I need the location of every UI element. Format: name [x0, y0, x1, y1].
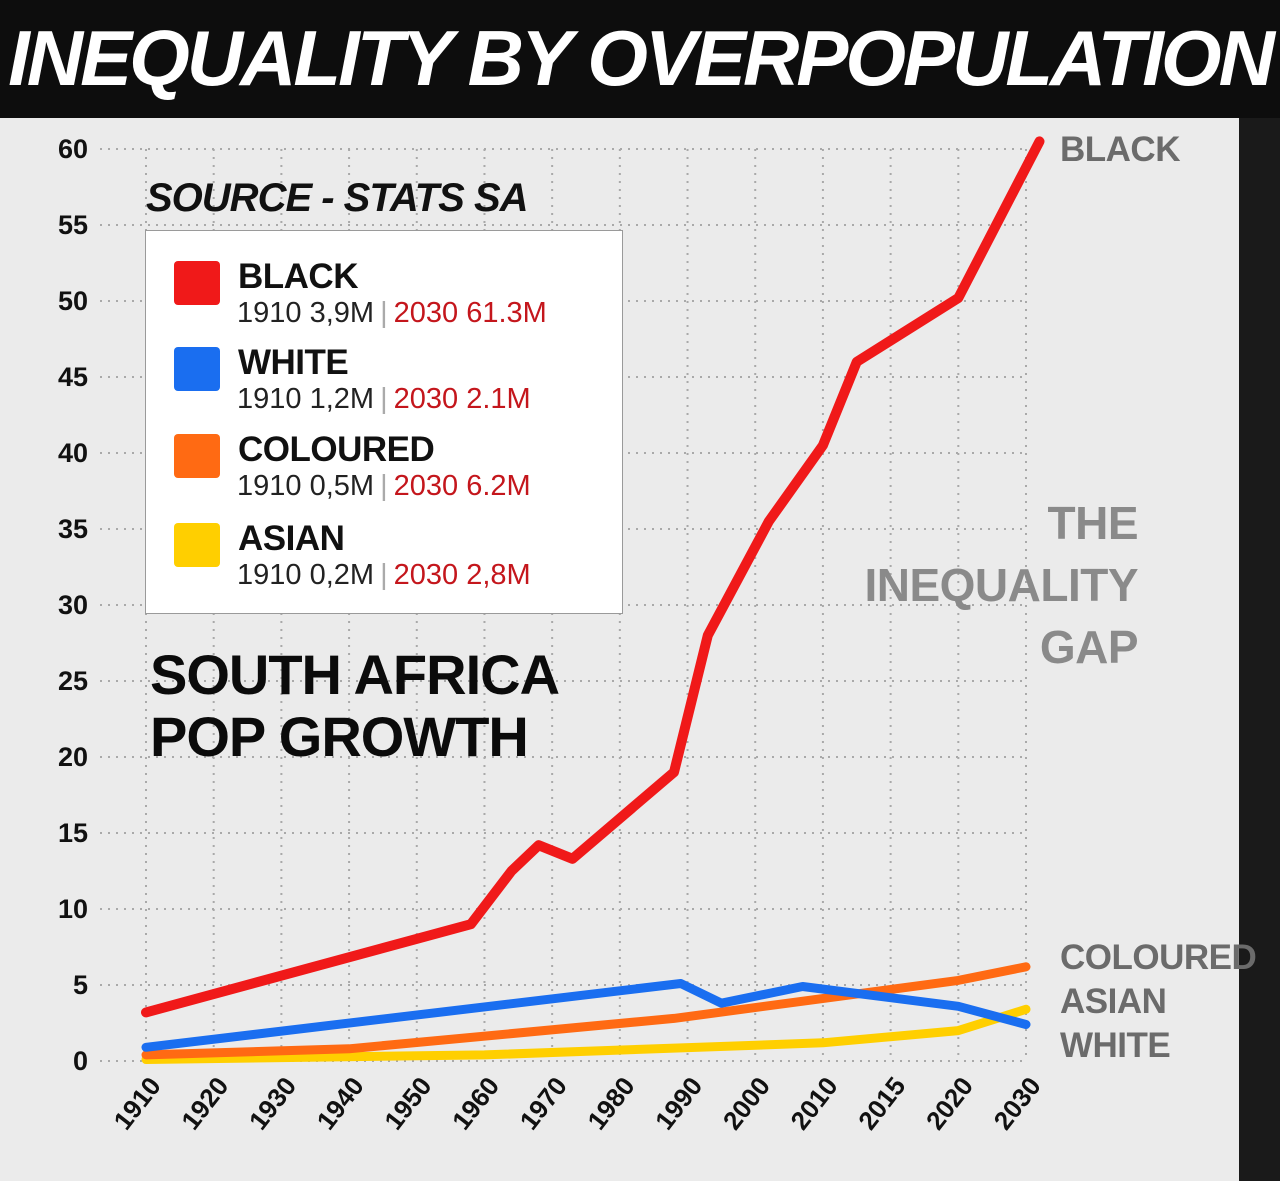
- legend-year-end: 2030: [393, 559, 459, 591]
- series-line-white: [141, 979, 1031, 1052]
- legend-value-start: 0,2M: [309, 559, 375, 591]
- y-tick-label: 0: [73, 1046, 88, 1076]
- legend-stats: 1910 0,5M | 2030 6.2M: [237, 470, 531, 502]
- gap-line-1: THE: [1047, 497, 1139, 549]
- inequality-gap-label: THE INEQUALITY GAP: [858, 492, 1138, 678]
- x-tick-label: 2010: [784, 1071, 843, 1135]
- headline-line-1: SOUTH AFRICA: [150, 643, 560, 706]
- legend-year-start: 1910: [237, 470, 302, 502]
- end-label-coloured: COLOURED: [1060, 938, 1257, 977]
- y-tick-label: 25: [58, 666, 88, 696]
- source-label: SOURCE - STATS SA: [146, 176, 529, 220]
- x-tick-label: 2030: [987, 1071, 1046, 1135]
- y-tick-label: 10: [58, 894, 88, 924]
- x-tick-label: 1960: [446, 1071, 505, 1135]
- legend-stats: 1910 1,2M | 2030 2.1M: [237, 383, 531, 415]
- legend-year-end: 2030: [393, 470, 459, 502]
- x-tick-label: 1990: [649, 1071, 708, 1135]
- x-axis-ticks: 1910 1920 1930 1940 1950 1960 1970 1980 1990 2000…: [107, 1071, 1046, 1135]
- legend-value-end: 2,8M: [466, 559, 531, 591]
- legend-name: COLOURED: [238, 430, 435, 469]
- series-line-coloured: [141, 962, 1031, 1060]
- title-bar: INEQUALITY BY OVERPOPULATION: [0, 0, 1280, 118]
- end-label-black: BLACK: [1060, 130, 1180, 169]
- y-tick-label: 5: [73, 970, 88, 1000]
- legend: BLACK 1910 3,9M | 2030 61.3M WHITE 1910 1,…: [145, 230, 623, 614]
- legend-year-end: 2030: [393, 297, 459, 329]
- y-axis-ticks: 0 5 10 15 20 25 30 35 40 45 50 55 60: [58, 134, 88, 1076]
- headline-line-2: POP GROWTH: [150, 705, 529, 768]
- legend-value-end: 6.2M: [466, 470, 531, 502]
- legend-swatch-coloured: [174, 434, 220, 478]
- legend-year-start: 1910: [237, 383, 302, 415]
- y-tick-label: 20: [58, 742, 88, 772]
- legend-value-start: 1,2M: [309, 383, 375, 415]
- gap-line-2: INEQUALITY: [864, 559, 1138, 611]
- x-tick-label: 1910: [107, 1071, 166, 1135]
- series-lines: [141, 136, 1045, 1064]
- y-tick-label: 35: [58, 514, 88, 544]
- y-tick-label: 60: [58, 134, 88, 164]
- y-tick-label: 15: [58, 818, 88, 848]
- legend-stats: 1910 3,9M | 2030 61.3M: [237, 297, 547, 329]
- legend-value-start: 3,9M: [309, 297, 375, 329]
- page-title: INEQUALITY BY OVERPOPULATION: [8, 14, 1275, 102]
- end-label-asian: ASIAN: [1060, 982, 1167, 1021]
- x-tick-label: 2020: [920, 1071, 979, 1135]
- y-tick-label: 55: [58, 210, 88, 240]
- y-tick-label: 50: [58, 286, 88, 316]
- x-tick-label: 1970: [514, 1071, 573, 1135]
- x-tick-label: 1980: [581, 1071, 640, 1135]
- gap-line-3: GAP: [1039, 621, 1139, 673]
- end-label-white: WHITE: [1060, 1026, 1171, 1065]
- x-tick-label: 1930: [243, 1071, 302, 1135]
- legend-name: BLACK: [238, 257, 358, 296]
- legend-value-start: 0,5M: [309, 470, 375, 502]
- legend-swatch-black: [174, 261, 220, 305]
- legend-name: ASIAN: [238, 519, 345, 558]
- y-tick-label: 45: [58, 362, 88, 392]
- series-line-black: [141, 136, 1045, 1018]
- legend-year-start: 1910: [237, 559, 302, 591]
- legend-swatch-white: [174, 347, 220, 391]
- x-tick-label: 2015: [852, 1071, 911, 1135]
- legend-stats: 1910 0,2M | 2030 2,8M: [237, 559, 531, 591]
- x-tick-label: 1920: [175, 1071, 234, 1135]
- headline: SOUTH AFRICA POP GROWTH: [150, 643, 560, 768]
- y-tick-label: 40: [58, 438, 88, 468]
- y-tick-label: 30: [58, 590, 88, 620]
- legend-swatch-asian: [174, 523, 220, 567]
- legend-year-start: 1910: [237, 297, 302, 329]
- legend-value-end: 61.3M: [466, 297, 547, 329]
- series-line-asian: [141, 1004, 1031, 1064]
- x-tick-label: 1950: [378, 1071, 437, 1135]
- legend-year-end: 2030: [393, 383, 459, 415]
- x-tick-label: 2000: [717, 1071, 776, 1135]
- x-tick-label: 1940: [311, 1071, 370, 1135]
- legend-value-end: 2.1M: [466, 383, 531, 415]
- legend-name: WHITE: [238, 343, 349, 382]
